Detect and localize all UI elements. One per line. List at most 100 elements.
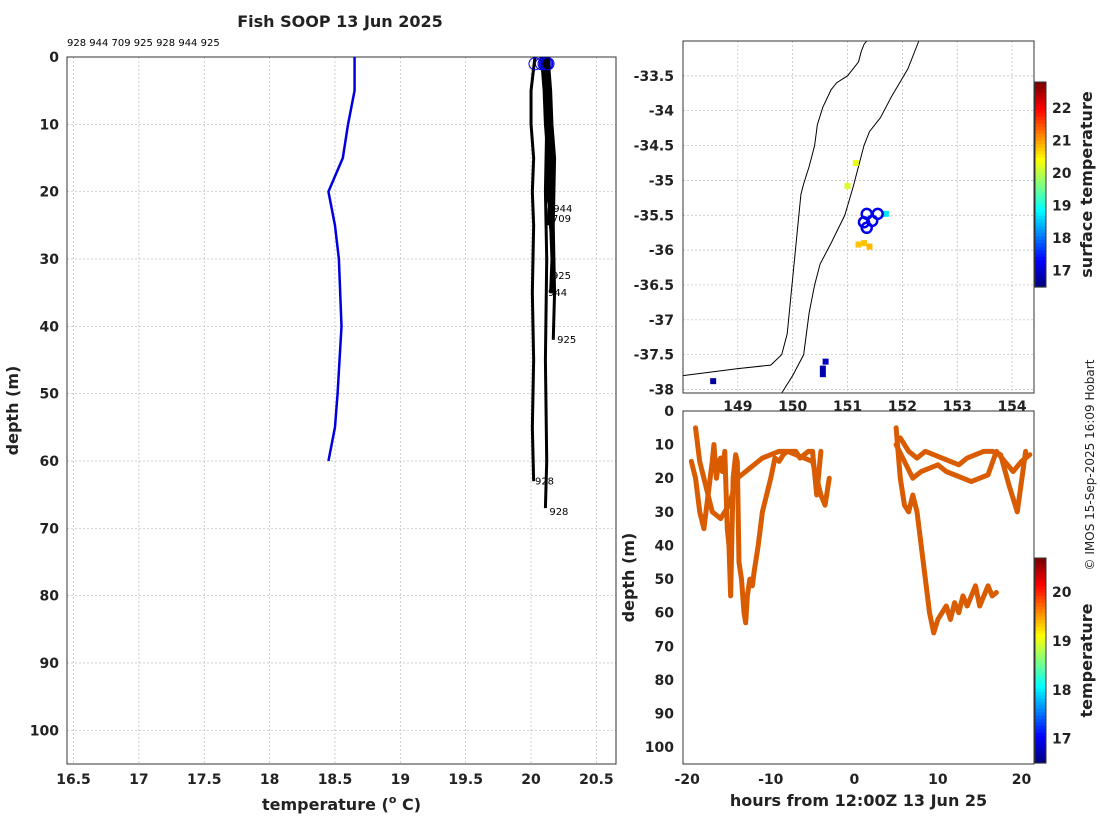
colorbar-segment <box>1035 722 1046 727</box>
colorbar-segment <box>1035 153 1046 158</box>
y-tick-label: 100 <box>30 723 59 739</box>
colorbar-segment <box>1035 725 1046 730</box>
colorbar-segment <box>1035 756 1046 761</box>
y-tick-label: 70 <box>655 639 675 655</box>
x-axis-label-text: temperature ( <box>262 795 389 814</box>
colorbar-segment <box>1035 609 1046 614</box>
profile-id-label: 709 <box>552 214 571 225</box>
colorbar-segment <box>1035 181 1046 186</box>
y-tick-label: 10 <box>655 438 675 454</box>
colorbar-segment <box>1035 208 1046 213</box>
colorbar-tick-label: 19 <box>1052 634 1071 650</box>
colorbar-segment <box>1035 687 1046 692</box>
colorbar-segment <box>1035 704 1046 709</box>
colorbar-segment <box>1035 677 1046 682</box>
surface-temperature-point <box>710 378 717 385</box>
colorbar-segment <box>1035 266 1046 271</box>
colorbar-tick-label: 22 <box>1052 101 1071 117</box>
profile-plot: 16.5 17 17.5 18 18.5 19 19.5 20 20.5 0 10 20 30 40 50 6… <box>3 50 617 814</box>
colorbar-tick-label: 19 <box>1052 199 1071 215</box>
x-tick-label: 19 <box>391 772 410 788</box>
x-axis-label-sup: o <box>389 793 397 806</box>
y-tick-label: 20 <box>655 471 675 487</box>
colorbar-segment <box>1035 558 1046 563</box>
colorbar-segment <box>1035 732 1046 737</box>
surface-temperature-point <box>860 240 867 247</box>
colorbar-segment <box>1035 575 1046 580</box>
y-tick-label: 70 <box>40 521 60 537</box>
colorbar-segment <box>1035 588 1046 593</box>
x-tick-label: 17.5 <box>187 772 222 788</box>
colorbar-segment <box>1035 684 1046 689</box>
y-tick-label: 60 <box>655 606 675 622</box>
profile-line <box>546 56 557 340</box>
colorbar-segment <box>1035 602 1046 607</box>
colorbar-tick-label: 18 <box>1052 683 1071 699</box>
colorbar-segment <box>1035 109 1046 114</box>
colorbar-segment <box>1035 640 1046 645</box>
y-tick-label: -35 <box>649 173 674 189</box>
y-axis-label: depth (m) <box>619 533 638 623</box>
profile-line <box>539 56 551 226</box>
colorbar-segment <box>1035 160 1046 165</box>
colorbar-segment <box>1035 184 1046 189</box>
colorbar-segment <box>1035 605 1046 610</box>
colorbar-segment <box>1035 273 1046 278</box>
y-tick-label: 90 <box>655 707 675 723</box>
colorbar-segment <box>1035 232 1046 237</box>
colorbar-segment <box>1035 646 1046 651</box>
y-tick-label: 80 <box>655 673 675 689</box>
colorbar-segment <box>1035 218 1046 223</box>
colorbar-segment <box>1035 105 1046 110</box>
colorbar-segment <box>1035 99 1046 104</box>
colorbar-segment <box>1035 187 1046 192</box>
colorbar-segment <box>1035 561 1046 566</box>
y-tick-label: -37 <box>649 313 674 329</box>
colorbar-segment <box>1035 745 1046 750</box>
colorbar-segment <box>1035 136 1046 141</box>
x-tick-label: 0 <box>849 772 859 788</box>
profile-location-marker <box>860 221 873 235</box>
axes-frame <box>682 410 1035 765</box>
colorbar-segment <box>1035 150 1046 155</box>
colorbar-segment <box>1035 102 1046 107</box>
colorbar-segment <box>1035 742 1046 747</box>
depth-time-track <box>693 425 832 522</box>
colorbar-segment <box>1035 146 1046 151</box>
y-tick-label: 20 <box>40 185 60 201</box>
profile-id-label: 925 <box>552 271 571 282</box>
colorbar-tick-label: 17 <box>1052 264 1071 280</box>
colorbar-segment <box>1035 198 1046 203</box>
profile-line <box>529 56 537 482</box>
axes-frame <box>682 40 1035 394</box>
colorbar-segment <box>1035 708 1046 713</box>
colorbar-segment <box>1035 177 1046 182</box>
y-tick-label: -37.5 <box>634 348 674 364</box>
colorbar-segment <box>1035 715 1046 720</box>
colorbar-segment <box>1035 263 1046 268</box>
colorbar-segment <box>1035 660 1046 665</box>
surface-temperature-point <box>855 241 862 248</box>
colorbar-segment <box>1035 663 1046 668</box>
coastline <box>682 40 868 377</box>
x-tick-label: 19.5 <box>448 772 483 788</box>
colorbar-segment <box>1035 728 1046 733</box>
axes-frame <box>66 56 617 765</box>
x-tick-label: 17 <box>129 772 148 788</box>
colorbar-segment <box>1035 164 1046 169</box>
colorbar-segment <box>1035 619 1046 624</box>
colorbar-segment <box>1035 674 1046 679</box>
colorbar-segment <box>1035 123 1046 128</box>
surface-temperature-point <box>882 210 889 217</box>
y-tick-label: -36 <box>649 243 674 259</box>
colorbar-segment <box>1035 612 1046 617</box>
colorbar-segment <box>1035 249 1046 254</box>
profile-line <box>543 56 550 509</box>
y-tick-label: 0 <box>664 404 674 420</box>
colorbar-segment <box>1035 735 1046 740</box>
chart-title: Fish SOOP 13 Jun 2025 <box>237 12 443 31</box>
colorbar-segment <box>1035 629 1046 634</box>
x-axis-label: hours from 12:00Z 13 Jun 25 <box>730 791 987 810</box>
colorbar-segment <box>1035 581 1046 586</box>
profile-start-marker <box>540 57 554 71</box>
